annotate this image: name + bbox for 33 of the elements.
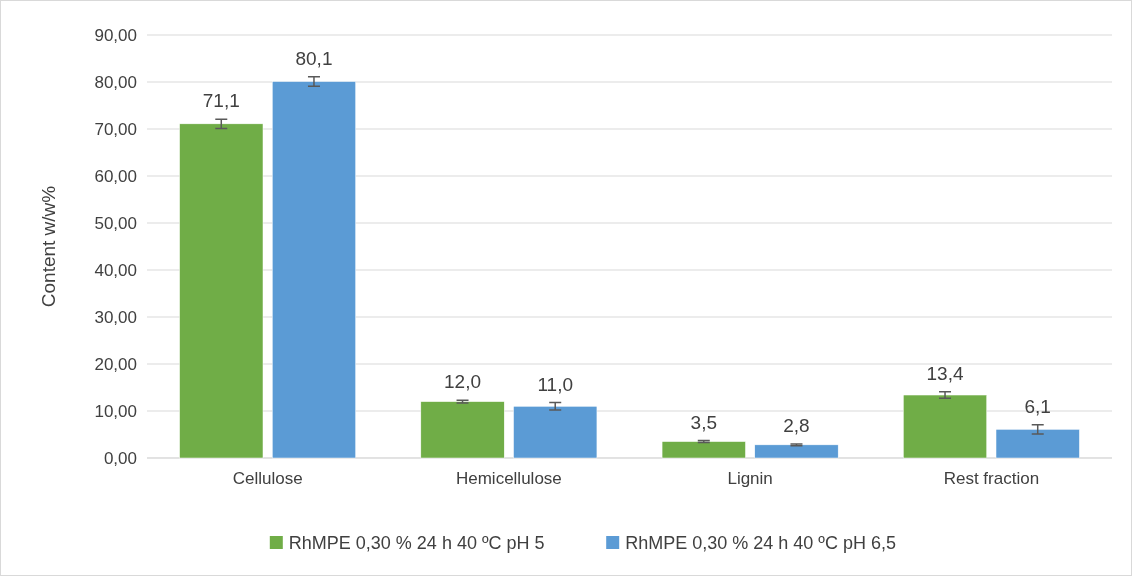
y-tick-label: 60,00 xyxy=(94,166,137,186)
y-tick-label: 0,00 xyxy=(103,448,137,468)
data-label: 71,1 xyxy=(202,90,240,112)
x-tick-label: Lignin xyxy=(727,469,773,489)
bar xyxy=(995,429,1080,459)
data-label: 80,1 xyxy=(295,47,333,69)
x-tick-label: Hemicellulose xyxy=(455,469,562,489)
data-label: 12,0 xyxy=(444,371,482,393)
bar xyxy=(754,444,839,459)
data-label: 11,0 xyxy=(537,373,574,395)
y-tick-label: 80,00 xyxy=(94,72,137,92)
data-label: 13,4 xyxy=(926,362,964,384)
y-tick-label: 70,00 xyxy=(94,119,137,139)
y-tick-label: 90,00 xyxy=(94,25,137,45)
legend-label: RhMPE 0,30 % 24 h 40 ºC pH 5 xyxy=(288,533,545,553)
data-label: 6,1 xyxy=(1024,395,1051,417)
y-tick-label: 40,00 xyxy=(94,260,137,280)
data-label: 2,8 xyxy=(783,414,810,436)
bar xyxy=(513,406,598,459)
bar xyxy=(420,401,505,459)
legend-label: RhMPE 0,30 % 24 h 40 ºC pH 6,5 xyxy=(625,533,896,553)
bar xyxy=(179,123,264,459)
y-tick-label: 30,00 xyxy=(94,307,137,327)
bar xyxy=(272,81,356,459)
y-axis-title: Content w/w% xyxy=(38,185,59,308)
x-tick-label: Cellulose xyxy=(232,469,303,489)
data-label: 3,5 xyxy=(690,411,717,433)
bar xyxy=(903,394,987,459)
y-tick-label: 20,00 xyxy=(94,354,137,374)
x-tick-label: Rest fraction xyxy=(943,469,1040,489)
y-tick-label: 50,00 xyxy=(94,213,137,233)
y-tick-label: 10,00 xyxy=(94,401,137,421)
bar xyxy=(661,441,746,459)
